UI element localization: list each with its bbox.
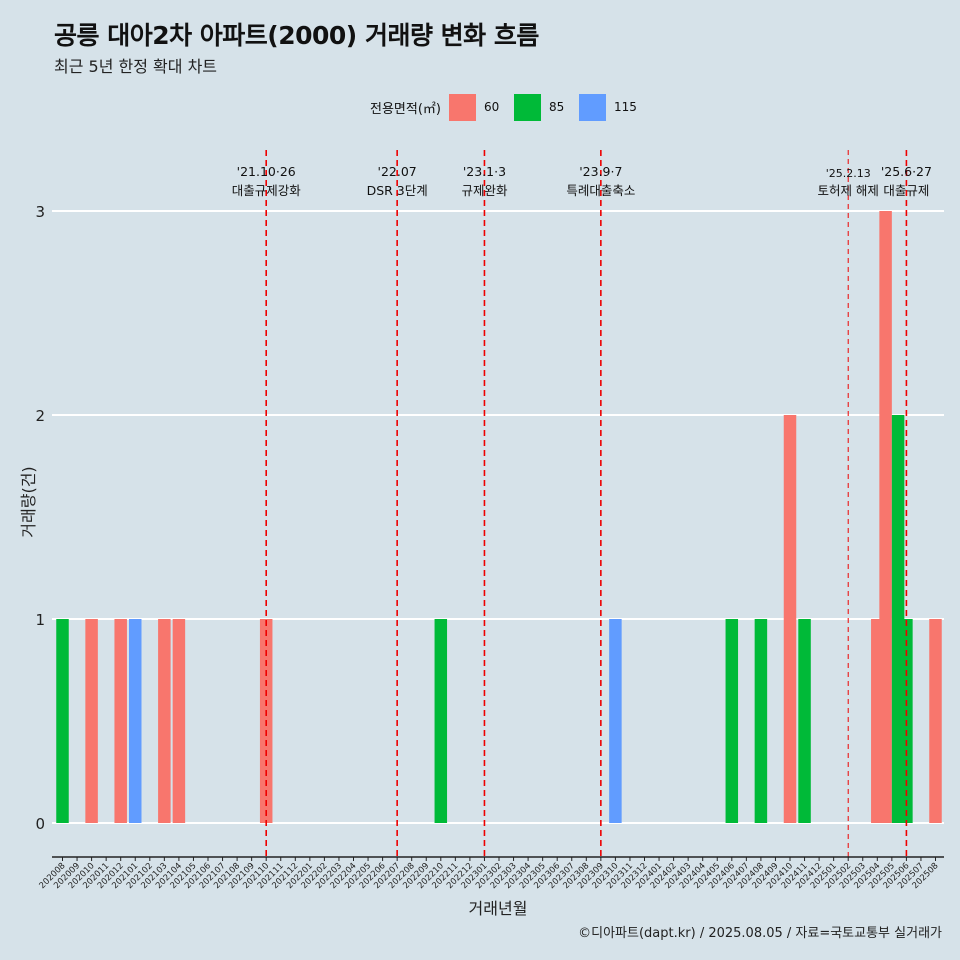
- bar-202310-115: [609, 619, 622, 823]
- legend-title: 전용면적(㎡): [370, 101, 441, 117]
- bar-202410-60: [783, 415, 797, 823]
- x-axis-title: 거래년월: [469, 899, 528, 918]
- source-caption: ©디아파트(dapt.kr) / 2025.08.05 / 자료=국토교통부 실…: [578, 926, 942, 941]
- legend-swatch-60: [448, 93, 476, 121]
- legend-swatch-85: [513, 93, 541, 121]
- bar-202508-60: [929, 619, 942, 823]
- event-date-202110: '21.10·26: [237, 164, 296, 179]
- legend-label-115: 115: [613, 100, 637, 114]
- event-date-202301: '23.1·3: [463, 164, 506, 179]
- bar-202008-85: [56, 619, 69, 823]
- event-label-202301: 규제완화: [461, 183, 508, 198]
- legend-item-85: 85: [513, 93, 573, 121]
- bar-202210-85: [434, 619, 448, 823]
- event-label-202309: 특례대출축소: [566, 183, 635, 198]
- legend-item-60: 60: [448, 93, 508, 121]
- chart-subtitle: 최근 5년 한정 확대 차트: [54, 57, 218, 76]
- bar-202411-85: [798, 619, 811, 823]
- bar-202103-60: [158, 619, 171, 823]
- event-label-202506: 대출규제: [883, 183, 929, 198]
- event-label-202110: 대출규제강화: [232, 183, 302, 198]
- event-date-202506: '25.6·27: [881, 164, 932, 179]
- legend-label-85: 85: [548, 100, 565, 114]
- event-label-202502: 토허제 해제: [817, 183, 878, 198]
- legend-item-115: 115: [578, 93, 641, 121]
- bar-202406-85: [725, 619, 739, 823]
- bar-202408-85: [754, 619, 768, 823]
- y-axis-title: 거래량(건): [19, 466, 38, 537]
- legend-swatch-115: [578, 93, 606, 121]
- bar-202012-60: [114, 619, 127, 823]
- y-tick-label-0: 0: [35, 815, 45, 833]
- y-tick-label-3: 3: [35, 203, 45, 221]
- event-label-202207: DSR 3단계: [367, 183, 428, 198]
- legend-label-60: 60: [483, 100, 500, 114]
- y-tick-label-2: 2: [35, 407, 45, 425]
- chart-title: 공릉 대아2차 아파트(2000) 거래량 변화 흐름: [54, 21, 539, 50]
- bar-202101-115: [129, 619, 142, 823]
- y-tick-label-1: 1: [35, 611, 45, 629]
- event-date-202309: '23.9·7: [579, 164, 622, 179]
- bar-202010-60: [85, 619, 98, 823]
- bar-202104-60: [172, 619, 186, 823]
- legend: 전용면적(㎡) 60 85 115: [370, 93, 647, 121]
- event-date-202502: '25.2.13: [826, 167, 871, 180]
- bar-202505-60: [879, 211, 892, 823]
- event-date-202207: '22.07: [378, 164, 417, 179]
